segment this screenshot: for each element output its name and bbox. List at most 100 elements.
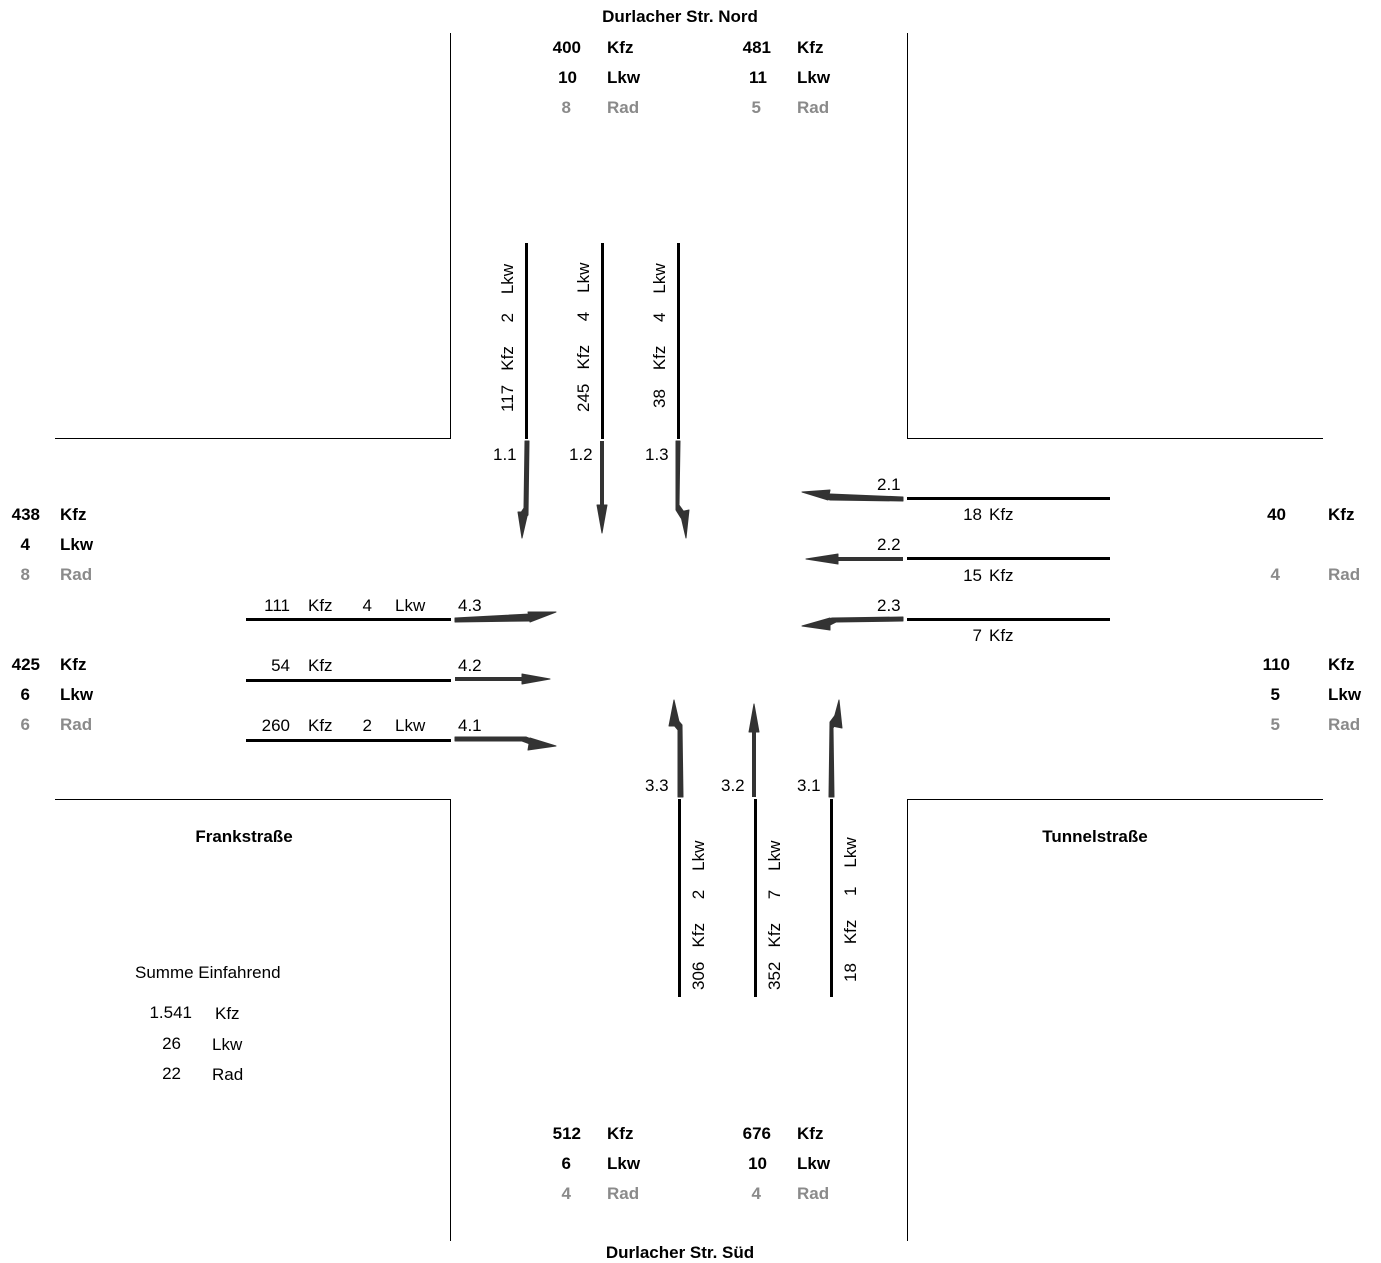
north-in-rad-unit: Rad (607, 98, 640, 117)
lane-3-2-line (754, 799, 757, 997)
arrow-3-2-straight-icon (748, 703, 760, 797)
lane-4-2-id: 4.2 (458, 656, 482, 675)
east-top-rad-value: 4 (1270, 565, 1280, 584)
north-in-lkw-unit: Lkw (607, 68, 641, 87)
arrow-1-2-straight-icon (596, 441, 608, 534)
east-bottom-kfz-unit: Kfz (1328, 655, 1355, 674)
east-top-kfz-value: 40 (1267, 505, 1286, 524)
lane-2-3-kfz-value: 7 (972, 626, 982, 645)
summary-lkw-value: 26 (162, 1034, 181, 1053)
north-in-kfz-unit: Kfz (607, 38, 634, 57)
lane-4-3-id: 4.3 (458, 596, 482, 615)
south-out-rad-value: 4 (751, 1184, 761, 1203)
lane-2-3-line (907, 618, 1110, 621)
lane-3-3-line (678, 799, 681, 997)
arrow-2-3-left-turn-icon (801, 616, 904, 631)
south-in-rad-value: 4 (561, 1184, 571, 1203)
south-out-kfz-unit: Kfz (797, 1124, 824, 1143)
west-top-kfz-value: 438 (11, 505, 40, 524)
lane-4-3-kfz-unit: Kfz (308, 596, 333, 615)
lane-4-1-line (246, 739, 451, 742)
arrow-1-1-right-turn-icon (517, 440, 530, 539)
west-road-edge-top (55, 438, 451, 439)
north-road-edge-left (450, 33, 451, 439)
arrow-1-3-left-turn-icon (675, 440, 690, 539)
lane-1-3-id: 1.3 (645, 445, 669, 464)
lane-2-3-kfz-unit: Kfz (989, 626, 1014, 645)
west-road-edge-bottom (55, 799, 451, 800)
east-bottom-rad-value: 5 (1270, 715, 1280, 734)
east-road-edge-bottom (907, 799, 1323, 800)
east-road-edge-top (907, 438, 1323, 439)
lane-1-2-line (601, 243, 604, 439)
lane-4-1-kfz-value: 260 (261, 716, 290, 735)
lane-4-3-lkw-value: 4 (362, 596, 372, 615)
arrow-3-1-right-turn-icon (828, 699, 843, 798)
south-out-lkw-unit: Lkw (797, 1154, 831, 1173)
east-bottom-lkw-value: 5 (1270, 685, 1280, 704)
west-top-rad-unit: Rad (60, 565, 93, 584)
street-name-west: Frankstraße (195, 827, 293, 846)
lane-3-3-id: 3.3 (645, 776, 669, 795)
south-out-rad-unit: Rad (797, 1184, 830, 1203)
west-bottom-kfz-value: 425 (11, 655, 40, 674)
north-out-rad-unit: Rad (797, 98, 830, 117)
south-out-kfz-value: 676 (742, 1124, 771, 1143)
arrow-4-1-right-turn-icon (454, 736, 557, 751)
north-in-kfz-value: 400 (552, 38, 581, 57)
west-bottom-lkw-value: 6 (20, 685, 30, 704)
summary-lkw-unit: Lkw (212, 1035, 243, 1054)
south-road-edge-left (450, 799, 451, 1241)
east-bottom-rad-unit: Rad (1328, 715, 1361, 734)
south-in-lkw-unit: Lkw (607, 1154, 641, 1173)
lane-4-1-id: 4.1 (458, 716, 482, 735)
north-road-edge-right (907, 33, 908, 439)
north-out-kfz-unit: Kfz (797, 38, 824, 57)
lane-3-1-line (830, 799, 833, 997)
lane-4-2-kfz-value: 54 (271, 656, 290, 675)
north-in-rad-value: 8 (561, 98, 571, 117)
east-bottom-kfz-value: 110 (1262, 655, 1290, 674)
west-top-lkw-unit: Lkw (60, 535, 94, 554)
lane-4-1-lkw-unit: Lkw (395, 716, 426, 735)
lane-4-3-kfz-value: 111 (264, 596, 290, 615)
south-in-kfz-unit: Kfz (607, 1124, 634, 1143)
lane-4-3-lkw-unit: Lkw (395, 596, 426, 615)
south-in-lkw-value: 6 (561, 1154, 571, 1173)
arrow-2-1-right-turn-icon (801, 489, 904, 502)
summary-title: Summe Einfahrend (135, 963, 281, 982)
arrow-3-3-left-turn-icon (668, 699, 684, 798)
lane-2-1-kfz-unit: Kfz (989, 505, 1014, 524)
arrow-4-2-straight-icon (455, 673, 551, 685)
lane-3-1-id: 3.1 (797, 776, 821, 795)
west-top-rad-value: 8 (20, 565, 30, 584)
street-name-north: Durlacher Str. Nord (602, 7, 758, 26)
arrow-4-3-left-turn-icon (454, 611, 557, 623)
arrow-2-2-straight-icon (805, 553, 903, 565)
lane-2-2-kfz-unit: Kfz (989, 566, 1014, 585)
south-road-edge-right (907, 799, 908, 1241)
west-bottom-kfz-unit: Kfz (60, 655, 87, 674)
lane-1-1-id: 1.1 (493, 445, 517, 464)
summary-kfz-unit: Kfz (215, 1004, 240, 1023)
summary-kfz-value: 1.541 (149, 1003, 192, 1022)
lane-4-1-kfz-unit: Kfz (308, 716, 333, 735)
west-bottom-lkw-unit: Lkw (60, 685, 94, 704)
west-top-lkw-value: 4 (20, 535, 30, 554)
lane-2-2-line (907, 557, 1110, 560)
lane-2-1-id: 2.1 (877, 475, 901, 494)
south-in-kfz-value: 512 (552, 1124, 581, 1143)
lane-3-2-id: 3.2 (721, 776, 745, 795)
lane-4-2-line (246, 679, 451, 682)
north-out-kfz-value: 481 (742, 38, 771, 57)
lane-1-2-id: 1.2 (569, 445, 593, 464)
lane-2-2-kfz-value: 15 (963, 566, 982, 585)
lane-2-3-id: 2.3 (877, 596, 901, 615)
summary-rad-value: 22 (162, 1064, 181, 1083)
north-in-lkw-value: 10 (558, 68, 577, 87)
lane-2-1-line (907, 497, 1110, 500)
street-name-east: Tunnelstraße (1042, 827, 1148, 846)
west-bottom-rad-unit: Rad (60, 715, 93, 734)
south-in-rad-unit: Rad (607, 1184, 640, 1203)
